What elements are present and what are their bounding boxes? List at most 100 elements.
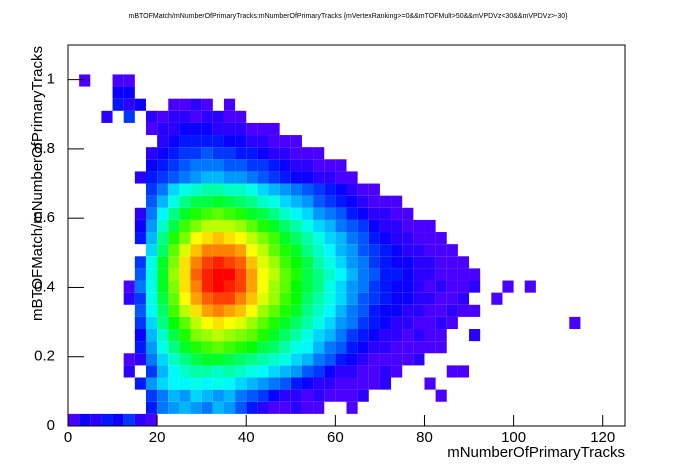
cell <box>313 256 325 269</box>
cell <box>446 316 458 330</box>
cell <box>346 232 358 245</box>
cell <box>168 292 180 305</box>
cell <box>112 413 124 426</box>
cell <box>223 244 236 257</box>
cell <box>268 135 280 148</box>
cell <box>212 183 224 196</box>
cell <box>413 256 425 269</box>
cell <box>424 280 436 293</box>
cell <box>301 232 314 245</box>
cell <box>335 256 347 269</box>
cell <box>301 341 314 354</box>
cell <box>212 304 224 317</box>
cell <box>123 98 135 111</box>
cell <box>313 329 325 342</box>
cell <box>290 365 302 378</box>
cell <box>324 377 336 390</box>
cell <box>391 365 403 378</box>
cell <box>335 365 347 378</box>
cell <box>235 110 247 123</box>
cell <box>335 304 347 317</box>
cell <box>413 268 425 281</box>
cell <box>346 256 358 269</box>
cell <box>391 280 403 293</box>
cell <box>212 341 224 354</box>
cell <box>290 135 302 148</box>
cell <box>168 207 180 220</box>
cell <box>346 183 358 196</box>
cell <box>179 98 191 111</box>
cell <box>446 304 458 317</box>
cell <box>223 401 236 414</box>
cell <box>424 316 436 330</box>
cell <box>179 377 191 390</box>
cell <box>402 268 414 281</box>
cell <box>379 232 392 245</box>
cell <box>201 316 213 330</box>
cell <box>257 329 269 342</box>
cell <box>335 341 347 354</box>
cell <box>157 256 169 269</box>
cell <box>324 268 336 281</box>
cell <box>301 280 314 293</box>
cell <box>246 219 258 233</box>
cell <box>301 401 314 414</box>
cell <box>168 171 180 184</box>
cell <box>379 195 392 208</box>
y-tick-label: 0.2 <box>34 348 55 365</box>
cell <box>379 316 392 330</box>
cell <box>223 219 236 233</box>
cell <box>179 135 191 148</box>
cell <box>145 341 158 354</box>
cell <box>301 316 314 330</box>
cell <box>223 377 236 390</box>
cell <box>357 316 369 330</box>
cell <box>357 232 369 245</box>
cell <box>246 329 258 342</box>
cell <box>201 244 213 257</box>
cell <box>279 135 291 148</box>
cell <box>324 256 336 269</box>
y-tick-label: 1 <box>47 71 55 88</box>
cell <box>379 377 392 390</box>
cell <box>145 122 158 136</box>
cell <box>223 122 236 136</box>
cell <box>190 219 202 233</box>
cell <box>435 280 447 293</box>
cell <box>357 304 369 317</box>
cell <box>357 207 369 220</box>
cell <box>123 292 135 305</box>
cell <box>313 365 325 378</box>
cell <box>301 377 314 390</box>
cell <box>212 159 224 172</box>
cell <box>157 232 169 245</box>
cell <box>212 377 224 390</box>
x-tick-label: 0 <box>64 429 72 446</box>
cell <box>201 207 213 220</box>
cell <box>524 280 536 293</box>
cell <box>246 401 258 414</box>
cell <box>313 147 325 160</box>
cell <box>268 171 280 184</box>
cell <box>301 219 314 233</box>
cell <box>413 219 425 233</box>
cell <box>279 183 291 196</box>
cell <box>469 280 481 293</box>
cell <box>424 377 436 390</box>
cell <box>502 280 514 293</box>
cell <box>413 232 425 245</box>
cell <box>268 389 280 402</box>
cell <box>346 171 358 184</box>
cell <box>313 244 325 257</box>
cell <box>190 135 202 148</box>
cell <box>179 159 191 172</box>
cell <box>446 244 458 257</box>
cell <box>279 389 291 402</box>
cell <box>246 365 258 378</box>
cell <box>402 304 414 317</box>
cell <box>157 329 169 342</box>
cell <box>134 292 146 305</box>
cell <box>357 280 369 293</box>
cell <box>290 207 302 220</box>
cell <box>301 183 314 196</box>
